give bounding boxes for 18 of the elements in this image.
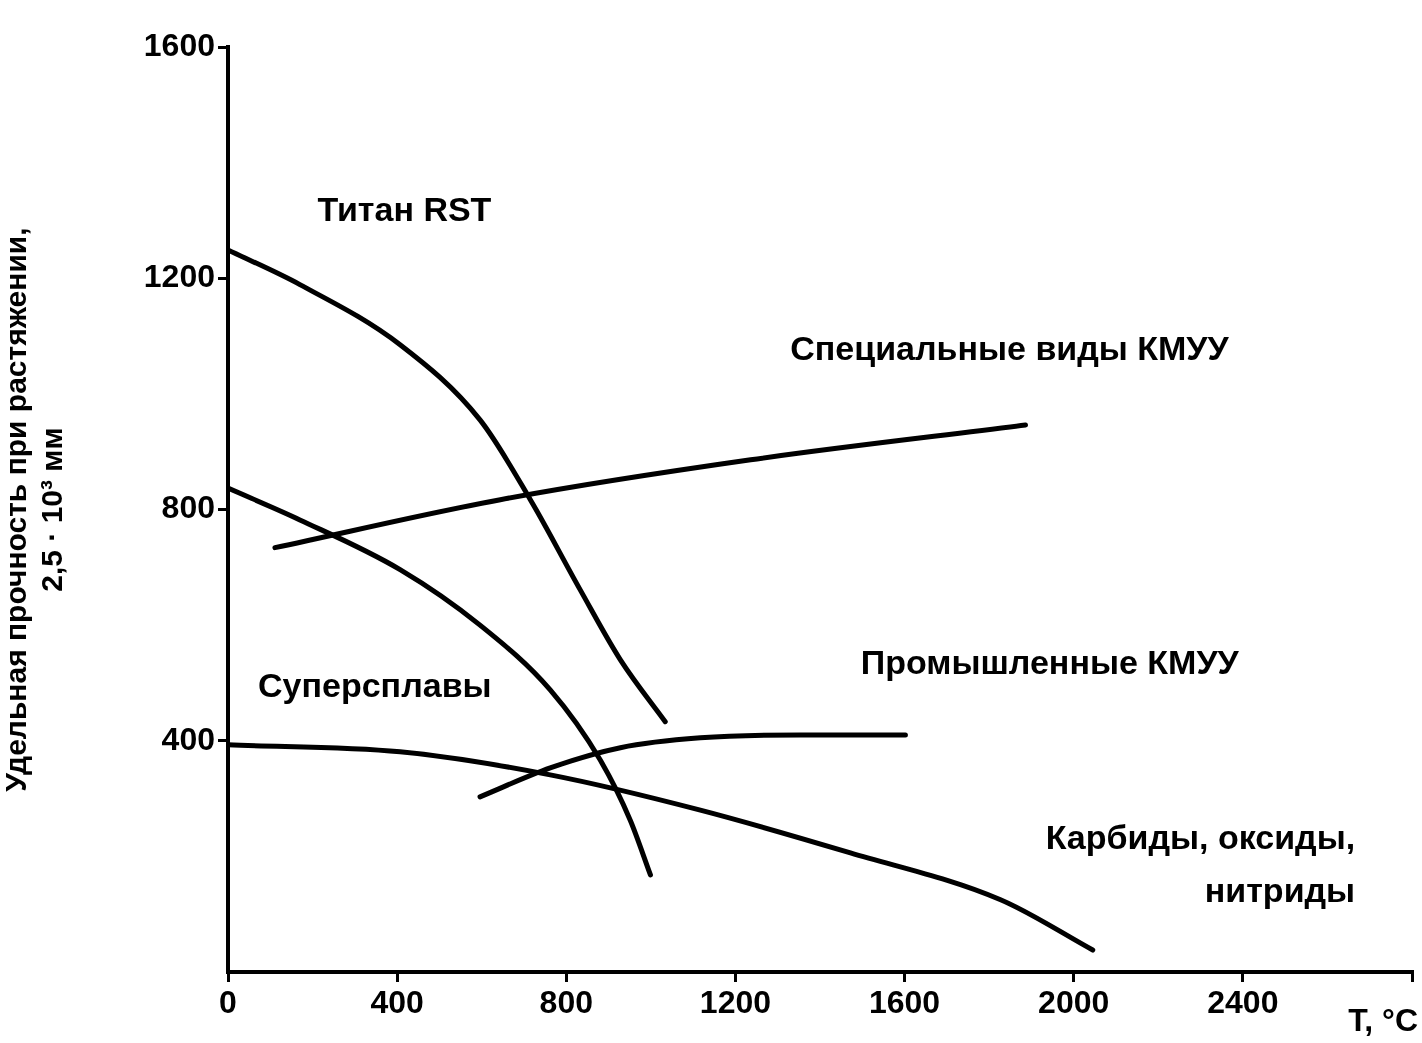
x-tick-label: 0	[219, 984, 237, 1021]
y-axis-title: Удельная прочность при растяжении, 2,5 · 10³ мм	[0, 227, 69, 792]
x-tick-label: 800	[539, 984, 593, 1021]
y-tick-label: 1600	[143, 26, 215, 63]
series-label: Карбиды, оксиды, нитриды	[1045, 818, 1356, 910]
series-label: Титан RST	[317, 190, 492, 229]
x-tick-label: 1200	[699, 984, 772, 1021]
x-axis-title: T, °C	[1348, 1001, 1418, 1038]
y-tick-label: 400	[161, 720, 215, 757]
x-tick-label: 1600	[868, 984, 941, 1021]
y-tick-label: 1200	[143, 258, 215, 295]
text: Специальные виды КМУУ	[790, 328, 1230, 367]
y-tick-label: 800	[161, 489, 215, 526]
x-tick-label: 2000	[1038, 984, 1110, 1021]
series-label: Суперсплавы	[258, 666, 492, 705]
series-label: Промышленные КМУУ	[860, 643, 1240, 682]
x-tick-label: 400	[370, 984, 424, 1021]
x-tick-label: 2400	[1207, 984, 1279, 1021]
